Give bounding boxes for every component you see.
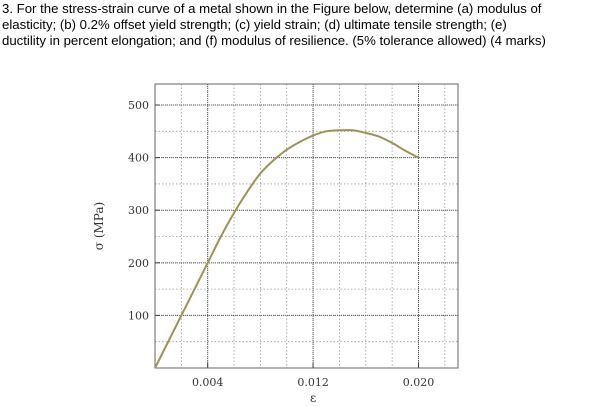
y-tick-label: 100 (128, 309, 149, 322)
x-tick-label: 0.012 (297, 376, 329, 389)
y-tick-label: 500 (128, 99, 149, 112)
tick-labels: 100 200 300 400 500 0.004 0.012 0.020 (128, 99, 434, 389)
y-tick-label: 200 (128, 257, 149, 270)
question-line-1: 3. For the stress-strain curve of a meta… (2, 1, 542, 16)
x-axis-label: ε (310, 391, 316, 405)
question-text: 3. For the stress-strain curve of a meta… (2, 1, 608, 49)
y-tick-label: 400 (128, 152, 149, 165)
plot-frame (154, 83, 459, 369)
question-line-2: elasticity; (b) 0.2% offset yield streng… (2, 17, 507, 32)
y-axis-label: σ (MPa) (92, 202, 106, 250)
axis-ticks (155, 104, 419, 368)
grid-minor (155, 84, 458, 368)
y-tick-label: 300 (128, 204, 149, 217)
x-tick-label: 0.020 (403, 376, 435, 389)
question-line-3: ductility in percent elongation; and (f)… (2, 33, 546, 48)
stress-strain-curve (154, 129, 419, 369)
x-tick-label: 0.004 (192, 376, 224, 389)
grid-major (155, 84, 458, 368)
